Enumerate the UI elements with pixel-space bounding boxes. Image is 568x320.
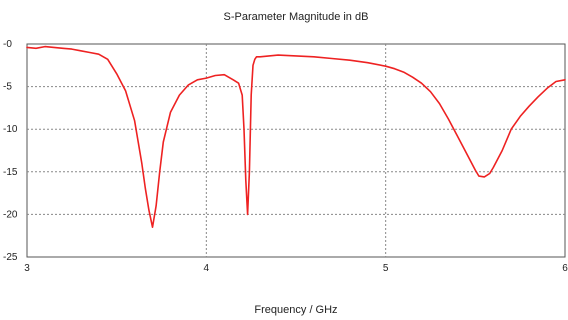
y-tick-label-4: -20 bbox=[3, 209, 18, 220]
y-tick-label-5: -25 bbox=[3, 252, 18, 263]
y-tick-label-2: -10 bbox=[3, 124, 18, 135]
grid-lines bbox=[27, 44, 565, 257]
x-axis-label: Frequency / GHz bbox=[254, 304, 337, 316]
y-tick-label-3: -15 bbox=[3, 167, 18, 178]
y-tick-label-0: -0 bbox=[3, 39, 12, 50]
plot-area bbox=[26, 43, 566, 258]
y-tick-label-1: -5 bbox=[3, 82, 12, 93]
series-line-0 bbox=[26, 45, 566, 228]
x-tick-label-0: 3 bbox=[24, 263, 30, 274]
series-lines bbox=[26, 45, 566, 228]
x-tick-label-3: 6 bbox=[562, 263, 568, 274]
chart-title: S-Parameter Magnitude in dB bbox=[224, 11, 369, 23]
x-tick-label-2: 5 bbox=[383, 263, 389, 274]
axis-ticks: 3 4 5 6 -0 -5 -10 -15 -20 -25 bbox=[3, 39, 568, 274]
x-tick-label-1: 4 bbox=[204, 263, 210, 274]
